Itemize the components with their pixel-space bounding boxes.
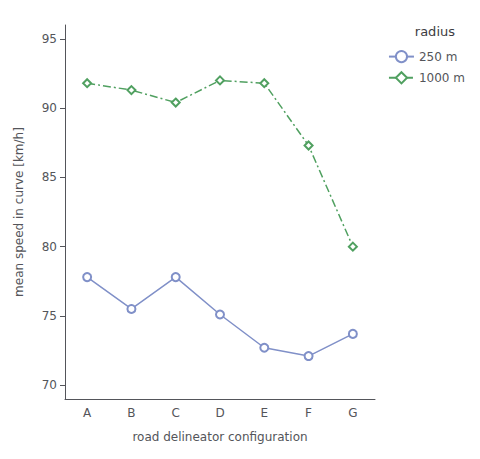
svg-text:75: 75 [42, 309, 57, 323]
svg-text:D: D [215, 406, 224, 420]
svg-text:G: G [348, 406, 357, 420]
svg-text:95: 95 [42, 32, 57, 46]
svg-text:1000 m: 1000 m [419, 71, 465, 85]
svg-text:C: C [172, 406, 180, 420]
svg-text:80: 80 [42, 240, 57, 254]
svg-text:A: A [83, 406, 92, 420]
svg-text:radius: radius [415, 24, 455, 39]
svg-text:E: E [260, 406, 268, 420]
svg-text:90: 90 [42, 101, 57, 115]
svg-text:mean speed in curve [km/h]: mean speed in curve [km/h] [12, 127, 26, 297]
svg-text:70: 70 [42, 378, 57, 392]
svg-text:B: B [127, 406, 135, 420]
svg-text:85: 85 [42, 170, 57, 184]
svg-text:250 m: 250 m [419, 50, 457, 64]
svg-text:F: F [305, 406, 312, 420]
svg-text:road delineator configuration: road delineator configuration [132, 430, 307, 444]
